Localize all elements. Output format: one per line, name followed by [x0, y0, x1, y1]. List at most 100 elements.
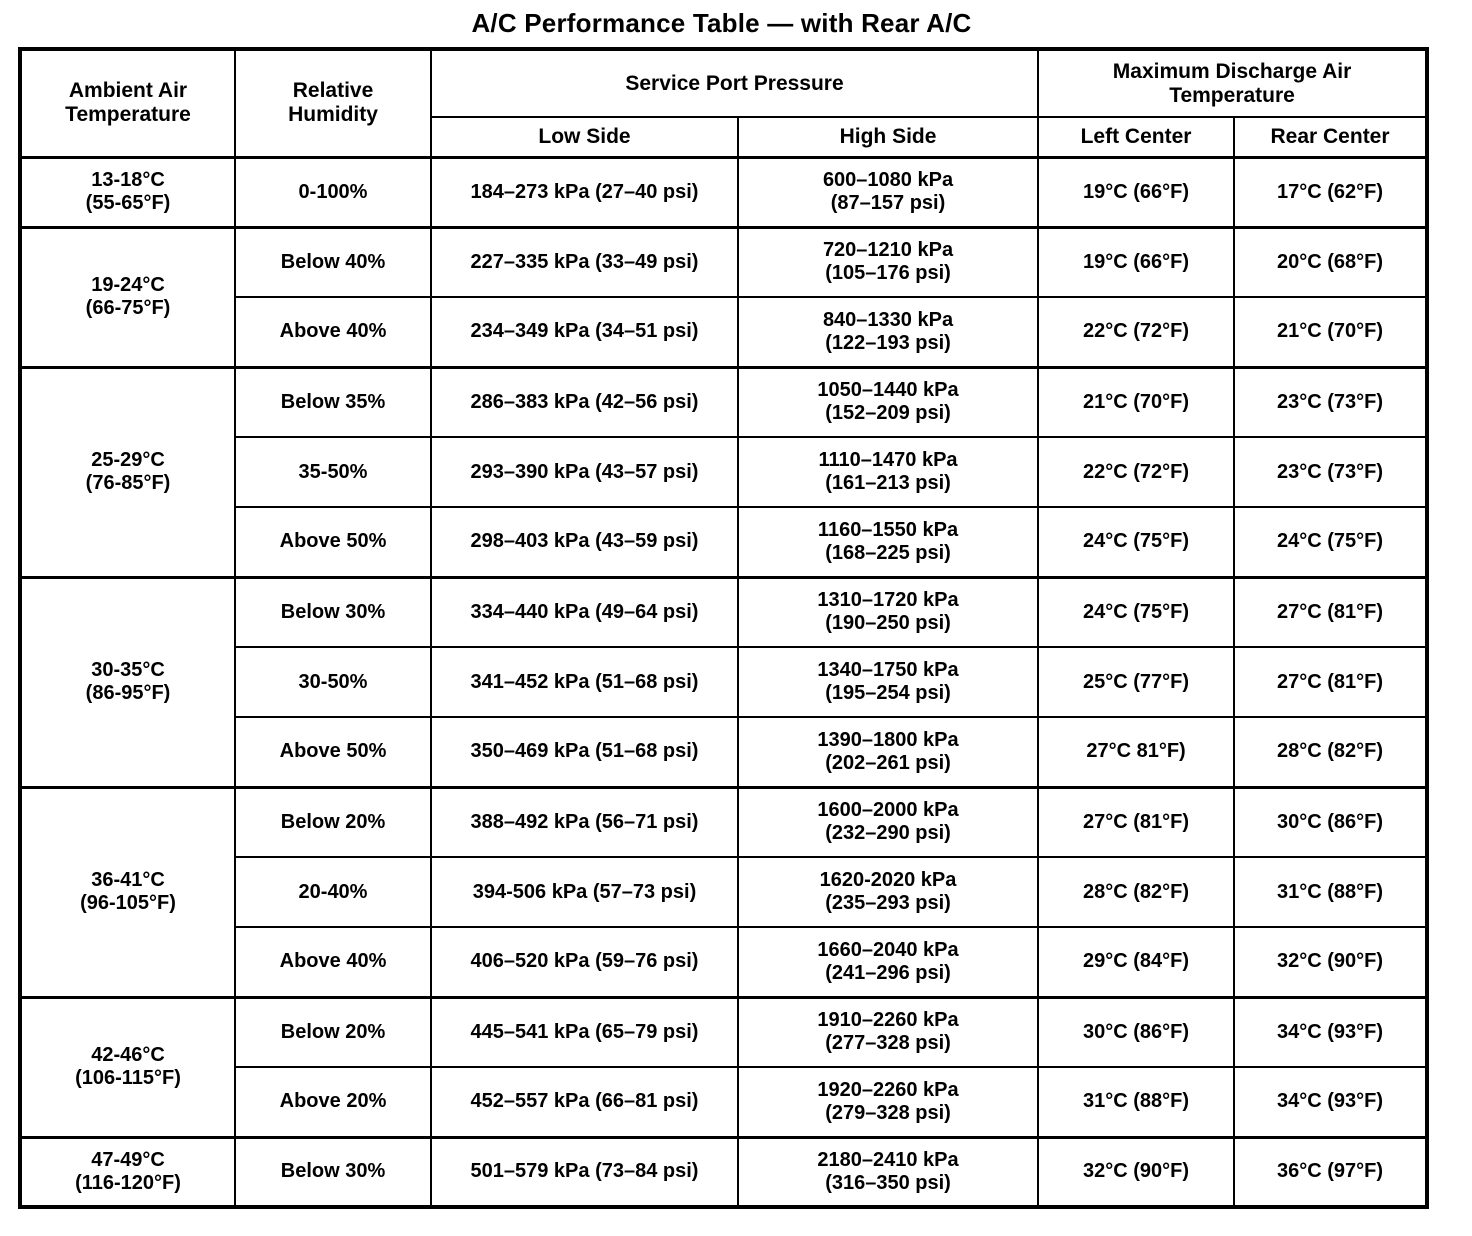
ambient-temperature-cell: 36-41°C (96-105°F)	[19, 785, 236, 998]
high-side-pressure-cell: 1160–1550 kPa (168–225 psi)	[736, 506, 1040, 578]
relative-humidity-cell: 35-50%	[234, 436, 432, 508]
table-row: Above 40% 234–349 kPa (34–51 psi) 840–1330…	[20, 296, 1429, 368]
high-side-pressure-cell: 1620-2020 kPa (235–293 psi)	[736, 856, 1040, 928]
relative-humidity-cell: Above 50%	[234, 506, 432, 578]
header-left-center: Left Center	[1037, 116, 1236, 158]
high-side-pressure-cell: 720–1210 kPa (105–176 psi)	[736, 225, 1040, 298]
ambient-temperature-cell: 13-18°C (55-65°F)	[19, 155, 236, 228]
rear-center-temperature-cell: 27°C (81°F)	[1233, 646, 1429, 718]
rear-center-temperature-cell: 34°C (93°F)	[1233, 995, 1429, 1068]
header-low-side: Low Side	[430, 116, 739, 158]
low-side-pressure-cell: 394-506 kPa (57–73 psi)	[430, 856, 739, 928]
relative-humidity-cell: Below 30%	[234, 575, 432, 648]
high-side-pressure-cell: 1390–1800 kPa (202–261 psi)	[736, 716, 1040, 788]
table-row: 25-29°C (76-85°F) Below 35% 286–383 kPa (4…	[19, 365, 1429, 578]
relative-humidity-cell: Above 40%	[234, 296, 432, 368]
low-side-pressure-cell: 234–349 kPa (34–51 psi)	[430, 296, 739, 368]
table-title: A/C Performance Table — with Rear A/C	[471, 8, 972, 38]
relative-humidity-cell: Below 30%	[234, 1135, 432, 1208]
left-center-temperature-cell: 19°C (66°F)	[1037, 155, 1236, 228]
high-side-pressure-cell: 840–1330 kPa (122–193 psi)	[736, 296, 1040, 368]
relative-humidity-cell: Below 20%	[234, 995, 432, 1068]
rear-center-temperature-cell: 21°C (70°F)	[1233, 296, 1429, 368]
left-center-temperature-cell: 28°C (82°F)	[1037, 856, 1236, 928]
table-row: 13-18°C (55-65°F) 0-100% 184–273 kPa (27–4…	[19, 155, 1429, 228]
table-row: 19-24°C (66-75°F) Below 40% 227–335 kPa (3…	[19, 225, 1429, 368]
header-ambient-air-temperature: Ambient Air Temperature	[19, 48, 236, 158]
header-high-side: High Side	[736, 116, 1040, 158]
table-row: Above 50% 298–403 kPa (43–59 psi) 1160–155…	[20, 506, 1429, 578]
header-row-top: Ambient Air Temperature Relative Humidit…	[19, 48, 1429, 158]
table-row: 42-46°C (106-115°F) Below 20% 445–541 kPa …	[19, 995, 1429, 1138]
left-center-temperature-cell: 19°C (66°F)	[1037, 225, 1236, 298]
relative-humidity-cell: Above 50%	[234, 716, 432, 788]
rear-center-temperature-cell: 31°C (88°F)	[1233, 856, 1429, 928]
rear-center-temperature-cell: 34°C (93°F)	[1233, 1066, 1429, 1138]
table-body: 13-18°C (55-65°F) 0-100% 184–273 kPa (27–4…	[19, 155, 1429, 1208]
relative-humidity-cell: 30-50%	[234, 646, 432, 718]
left-center-temperature-cell: 22°C (72°F)	[1037, 436, 1236, 508]
high-side-pressure-cell: 1340–1750 kPa (195–254 psi)	[736, 646, 1040, 718]
rear-center-temperature-cell: 32°C (90°F)	[1233, 926, 1429, 998]
high-side-pressure-cell: 1660–2040 kPa (241–296 psi)	[736, 926, 1040, 998]
table-row: Above 50% 350–469 kPa (51–68 psi) 1390–180…	[20, 716, 1429, 788]
low-side-pressure-cell: 293–390 kPa (43–57 psi)	[430, 436, 739, 508]
table-row: Above 20% 452–557 kPa (66–81 psi) 1920–226…	[20, 1066, 1429, 1138]
left-center-temperature-cell: 27°C (81°F)	[1037, 785, 1236, 858]
header-relative-humidity: Relative Humidity	[234, 48, 432, 158]
left-center-temperature-cell: 24°C (75°F)	[1037, 506, 1236, 578]
rear-center-temperature-cell: 30°C (86°F)	[1233, 785, 1429, 858]
high-side-pressure-cell: 2180–2410 kPa (316–350 psi)	[736, 1135, 1040, 1208]
ambient-temperature-cell: 19-24°C (66-75°F)	[19, 225, 236, 368]
high-side-pressure-cell: 1600–2000 kPa (232–290 psi)	[736, 785, 1040, 858]
header-row-sub: Low Side High Side Left Center Rear Cent…	[20, 116, 1429, 158]
ambient-temperature-cell: 25-29°C (76-85°F)	[19, 365, 236, 578]
left-center-temperature-cell: 21°C (70°F)	[1037, 365, 1236, 438]
table-row: 30-50% 341–452 kPa (51–68 psi) 1340–1750 k…	[20, 646, 1429, 718]
left-center-temperature-cell: 27°C 81°F)	[1037, 716, 1236, 788]
low-side-pressure-cell: 350–469 kPa (51–68 psi)	[430, 716, 739, 788]
table-row: 36-41°C (96-105°F) Below 20% 388–492 kPa (…	[19, 785, 1429, 998]
table-row: 30-35°C (86-95°F) Below 30% 334–440 kPa (4…	[19, 575, 1429, 788]
relative-humidity-cell: Below 40%	[234, 225, 432, 298]
relative-humidity-cell: 0-100%	[234, 155, 432, 228]
header-max-discharge-air-temperature: Maximum Discharge Air Temperature	[1037, 48, 1429, 118]
header-service-port-pressure: Service Port Pressure	[429, 48, 1040, 118]
high-side-pressure-cell: 1920–2260 kPa (279–328 psi)	[736, 1066, 1040, 1138]
rear-center-temperature-cell: 28°C (82°F)	[1233, 716, 1429, 788]
left-center-temperature-cell: 25°C (77°F)	[1037, 646, 1236, 718]
low-side-pressure-cell: 452–557 kPa (66–81 psi)	[430, 1066, 739, 1138]
low-side-pressure-cell: 388–492 kPa (56–71 psi)	[430, 785, 739, 858]
rear-center-temperature-cell: 27°C (81°F)	[1233, 575, 1429, 648]
relative-humidity-cell: Below 35%	[234, 365, 432, 438]
left-center-temperature-cell: 24°C (75°F)	[1037, 575, 1236, 648]
relative-humidity-cell: Above 20%	[234, 1066, 432, 1138]
rear-center-temperature-cell: 23°C (73°F)	[1233, 436, 1429, 508]
relative-humidity-cell: Above 40%	[234, 926, 432, 998]
left-center-temperature-cell: 32°C (90°F)	[1037, 1135, 1236, 1208]
rear-center-temperature-cell: 24°C (75°F)	[1233, 506, 1429, 578]
low-side-pressure-cell: 184–273 kPa (27–40 psi)	[430, 155, 739, 228]
low-side-pressure-cell: 334–440 kPa (49–64 psi)	[430, 575, 739, 648]
ambient-temperature-cell: 42-46°C (106-115°F)	[19, 995, 236, 1138]
relative-humidity-cell: Below 20%	[234, 785, 432, 858]
high-side-pressure-cell: 1910–2260 kPa (277–328 psi)	[736, 995, 1040, 1068]
high-side-pressure-cell: 1310–1720 kPa (190–250 psi)	[736, 575, 1040, 648]
ambient-temperature-cell: 30-35°C (86-95°F)	[19, 575, 236, 788]
table-row: Above 40% 406–520 kPa (59–76 psi) 1660–204…	[20, 926, 1429, 998]
relative-humidity-cell: 20-40%	[234, 856, 432, 928]
rear-center-temperature-cell: 36°C (97°F)	[1233, 1135, 1429, 1208]
table-row: 47-49°C (116-120°F) Below 30% 501–579 kPa …	[19, 1135, 1429, 1208]
low-side-pressure-cell: 298–403 kPa (43–59 psi)	[430, 506, 739, 578]
rear-center-temperature-cell: 17°C (62°F)	[1233, 155, 1429, 228]
table-row: 20-40% 394-506 kPa (57–73 psi) 1620-2020 k…	[20, 856, 1429, 928]
high-side-pressure-cell: 1110–1470 kPa (161–213 psi)	[736, 436, 1040, 508]
low-side-pressure-cell: 286–383 kPa (42–56 psi)	[430, 365, 739, 438]
low-side-pressure-cell: 406–520 kPa (59–76 psi)	[430, 926, 739, 998]
table-header: Ambient Air Temperature Relative Humidit…	[19, 48, 1429, 158]
rear-center-temperature-cell: 20°C (68°F)	[1233, 225, 1429, 298]
ambient-temperature-cell: 47-49°C (116-120°F)	[19, 1135, 236, 1208]
low-side-pressure-cell: 227–335 kPa (33–49 psi)	[430, 225, 739, 298]
low-side-pressure-cell: 341–452 kPa (51–68 psi)	[430, 646, 739, 718]
